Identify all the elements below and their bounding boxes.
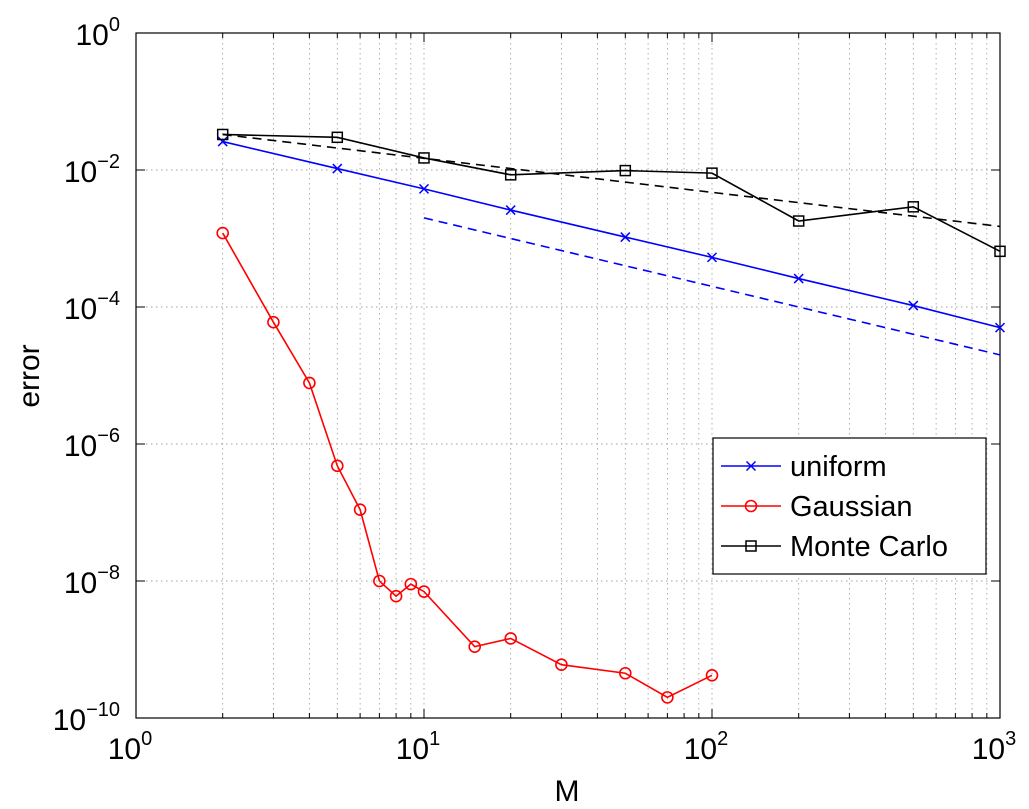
reference-lines xyxy=(222,133,1001,356)
data-point-uniform xyxy=(793,273,804,284)
data-point-monte-carlo xyxy=(418,152,430,164)
data-point-gaussian xyxy=(555,658,568,671)
legend-marker xyxy=(745,540,757,552)
data-point-gaussian xyxy=(417,585,431,598)
x-tick-label: 100 xyxy=(108,728,153,766)
x-axis-label: M xyxy=(555,775,580,808)
data-point-gaussian xyxy=(661,691,674,704)
data-point-monte-carlo xyxy=(504,169,517,181)
y-tick-label: 10−6 xyxy=(64,425,120,463)
series-gaussian xyxy=(216,226,719,704)
data-point-uniform xyxy=(505,205,516,216)
legend-item-monte-carlo: Monte Carlo xyxy=(721,531,948,563)
plot-area xyxy=(135,32,1001,719)
data-point-uniform xyxy=(908,300,919,311)
x-tick-label: 101 xyxy=(396,728,441,766)
data-point-monte-carlo xyxy=(331,131,344,144)
legend-item-uniform: uniform xyxy=(721,451,887,483)
data-point-gaussian xyxy=(373,574,386,588)
reference-line xyxy=(222,133,1001,228)
x-tick-label: 102 xyxy=(684,728,729,766)
legend-label: Monte Carlo xyxy=(790,531,948,563)
data-point-monte-carlo xyxy=(706,167,718,179)
y-tick-label: 10−8 xyxy=(64,562,120,600)
y-tick-label: 10−4 xyxy=(64,288,120,326)
series-monte-carlo xyxy=(216,128,1006,258)
data-point-gaussian xyxy=(705,669,719,682)
series-line-gaussian xyxy=(222,232,713,699)
y-tick-label: 10−10 xyxy=(53,699,120,737)
data-point-monte-carlo xyxy=(792,215,805,227)
grid xyxy=(136,33,1000,718)
x-tick-labels: 100 101 102 103 xyxy=(108,728,1017,766)
series-layer xyxy=(216,128,1006,704)
data-point-uniform xyxy=(217,136,228,147)
series-uniform xyxy=(217,136,1006,333)
legend-label: Gaussian xyxy=(790,491,913,523)
y-tick-labels: 10−10 10−8 10−6 10−4 10−2 100 xyxy=(53,14,120,737)
data-point-monte-carlo xyxy=(216,128,229,141)
data-point-gaussian xyxy=(404,577,418,591)
legend-item-gaussian: Gaussian xyxy=(721,491,913,523)
data-point-uniform xyxy=(620,232,631,243)
data-point-monte-carlo xyxy=(994,245,1006,258)
series-line-uniform xyxy=(222,140,1001,329)
ticks xyxy=(135,32,1000,719)
reference-line xyxy=(423,217,1001,356)
data-point-gaussian xyxy=(331,459,344,473)
x-tick-label: 103 xyxy=(972,728,1017,766)
data-point-gaussian xyxy=(504,632,517,645)
data-point-uniform xyxy=(332,163,343,174)
series-line-monte-carlo xyxy=(222,133,1001,253)
data-point-uniform xyxy=(994,322,1006,333)
data-point-monte-carlo xyxy=(619,164,632,177)
data-point-gaussian xyxy=(353,503,367,516)
legend-label: uniform xyxy=(790,451,887,483)
data-point-gaussian xyxy=(389,589,403,603)
data-point-gaussian xyxy=(216,226,229,240)
legend-marker xyxy=(745,460,757,472)
y-axis-label: error xyxy=(13,344,46,407)
data-point-monte-carlo xyxy=(907,201,920,213)
data-point-uniform xyxy=(706,252,718,263)
legend-marker xyxy=(744,499,758,513)
data-point-gaussian xyxy=(468,640,482,653)
data-point-gaussian xyxy=(267,315,280,329)
data-point-gaussian xyxy=(303,376,316,390)
data-point-uniform xyxy=(418,183,430,194)
data-point-gaussian xyxy=(619,666,632,680)
y-tick-label: 100 xyxy=(76,14,121,52)
legend: uniform Gaussian Monte Carlo xyxy=(712,437,987,575)
y-tick-label: 10−2 xyxy=(64,151,120,189)
